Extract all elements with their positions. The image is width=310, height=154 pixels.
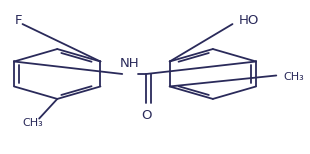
- Text: CH₃: CH₃: [23, 118, 43, 128]
- Text: HO: HO: [238, 14, 259, 27]
- Text: F: F: [15, 14, 23, 27]
- Text: CH₃: CH₃: [284, 72, 305, 82]
- Text: NH: NH: [120, 57, 140, 70]
- Text: O: O: [141, 109, 152, 122]
